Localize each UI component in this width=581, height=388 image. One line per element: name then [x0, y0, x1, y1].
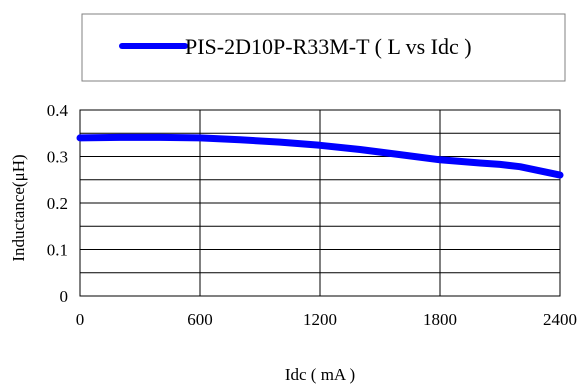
legend-label: PIS-2D10P-R33M-T ( L vs Idc ) — [185, 34, 472, 59]
y-tick-label: 0.3 — [47, 148, 68, 167]
plot-frame — [79, 109, 561, 297]
y-tick-label: 0.2 — [47, 194, 68, 213]
series-line — [76, 133, 564, 179]
y-tick-label: 0 — [60, 287, 69, 306]
y-axis-title: Inductance(μH) — [9, 154, 28, 261]
x-tick-label: 2400 — [543, 310, 577, 329]
y-tick-label: 0.4 — [47, 101, 69, 120]
x-axis-title: Idc ( mA ) — [285, 365, 355, 384]
x-tick-label: 1200 — [303, 310, 337, 329]
y-tick-label: 0.1 — [47, 241, 68, 260]
x-tick-label: 1800 — [423, 310, 457, 329]
legend: PIS-2D10P-R33M-T ( L vs Idc ) — [81, 13, 566, 82]
x-tick-label: 600 — [187, 310, 213, 329]
tick-labels: 0 600 1200 1800 2400 0 0.1 0.2 0.3 0.4 — [47, 101, 577, 329]
x-tick-label: 0 — [76, 310, 85, 329]
plot-area — [76, 109, 564, 297]
